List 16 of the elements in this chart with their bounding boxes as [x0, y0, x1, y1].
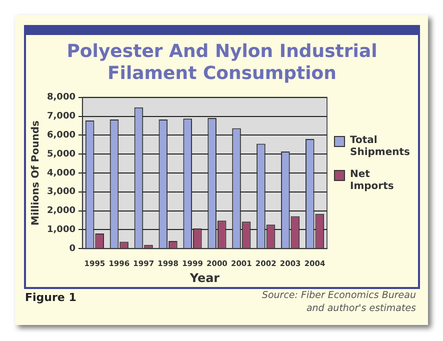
y-tick-label: 7,000 [47, 112, 76, 122]
legend-label: Total Shipments [350, 135, 411, 159]
y-tick-label: 2,000 [47, 206, 76, 216]
legend-label: Net Imports [350, 169, 395, 193]
x-axis-title: Year [188, 270, 220, 285]
y-tick-label: 1,000 [47, 225, 76, 236]
y-axis-title: Millions Of Pounds [30, 120, 42, 226]
chart-title: Polyester And Nylon Industrial Filament Consumption [66, 41, 378, 85]
y-tick-label: 5,000 [47, 149, 76, 160]
y-tick-label: 8,000 [47, 92, 76, 103]
y-tick-label: 0 [69, 244, 76, 254]
source-note: Source: Fiber Economics Bureau and author's estimates [262, 289, 416, 315]
y-tick-label: 4,000 [47, 168, 76, 178]
y-tick-label: 3,000 [47, 187, 76, 198]
y-tick-label: 6,000 [47, 130, 76, 141]
caption: Figure 1 [25, 291, 76, 304]
